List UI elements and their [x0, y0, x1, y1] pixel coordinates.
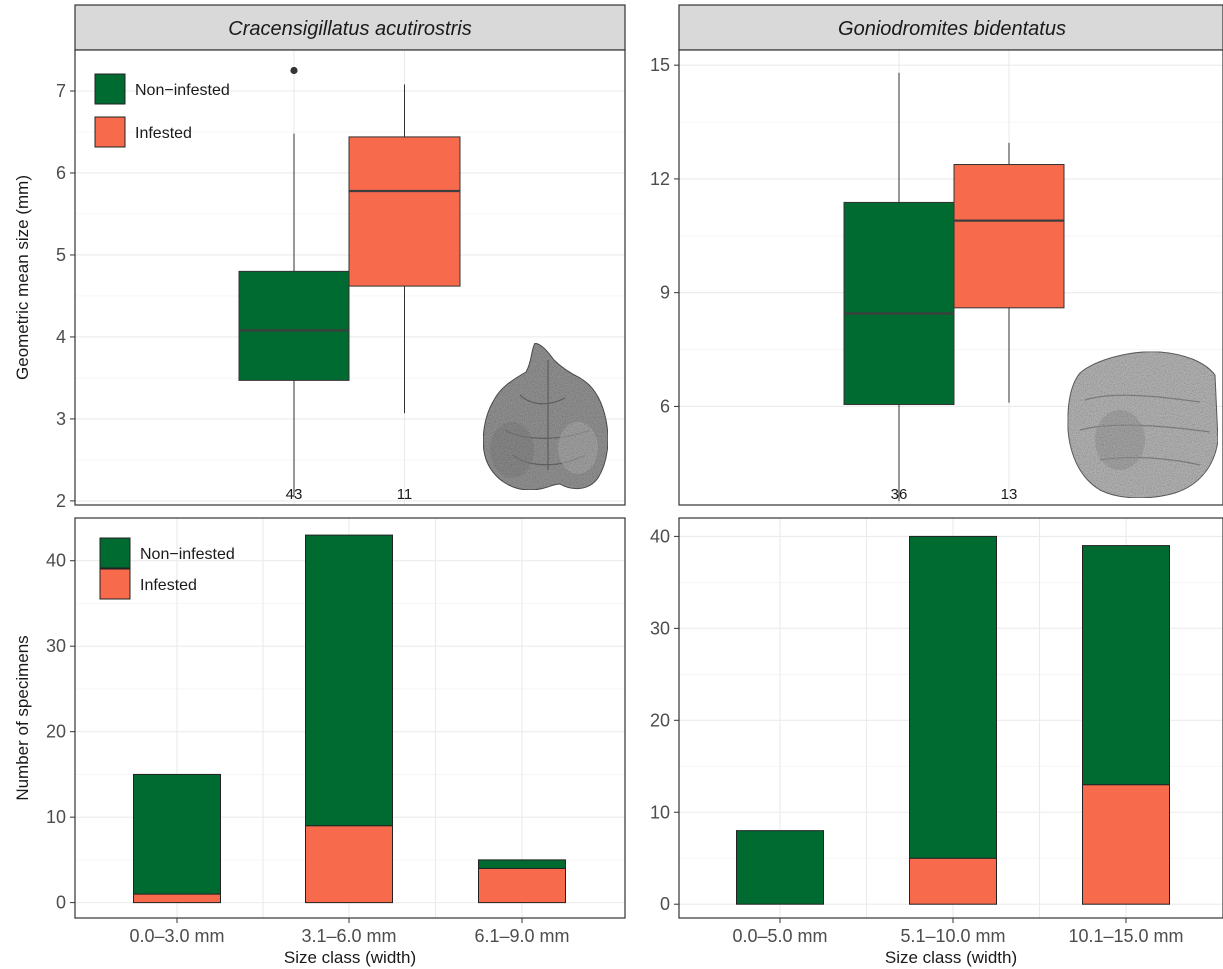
legend-label-infested: Infested	[135, 125, 192, 142]
box-0: 36	[843, 72, 955, 503]
box-1: 13	[953, 142, 1065, 503]
plots: 2 3 4 5 6 7 43 11 Non−infested Infested Geometric …	[13, 49, 1223, 967]
x-axis-title: Size class (width)	[284, 948, 416, 967]
legend: Non−infested Infested	[99, 537, 235, 600]
legend: Non−infested Infested	[94, 73, 230, 148]
panel-2: 0 10 20 30 40 0.0–3.0 mm 3.1–6.0 mm 6.1–9.0 mm N…	[13, 517, 626, 967]
x-tick-label: 6.1–9.0 mm	[474, 926, 569, 946]
legend-key-non_infested	[94, 73, 126, 105]
bar-stack-1	[909, 535, 997, 905]
bar-segment-non_infested	[133, 773, 221, 895]
panel-border	[678, 517, 1223, 919]
x-tick-label: 0.0–5.0 mm	[732, 926, 827, 946]
panel-title-left: Cracensigillatus acutirostris	[228, 18, 471, 40]
y-tick-label: 20	[46, 722, 66, 742]
box-iqr	[953, 164, 1065, 309]
bar-segment-non_infested	[909, 535, 997, 859]
y-tick-label: 10	[46, 807, 66, 827]
bar-stack-2	[478, 859, 566, 904]
y-axis-title: Number of specimens	[13, 635, 32, 800]
y-axis-title: Geometric mean size (mm)	[13, 175, 32, 380]
x-axis-title: Size class (width)	[885, 948, 1017, 967]
outlier-point	[290, 66, 298, 75]
x-tick-label: 3.1–6.0 mm	[301, 926, 396, 946]
carapace-illustration-left	[482, 342, 609, 491]
y-tick-label: 12	[650, 169, 670, 189]
panel-title-right: Goniodromites bidentatus	[838, 18, 1066, 40]
bar-stack-2	[1082, 545, 1170, 905]
y-tick-label: 3	[56, 409, 66, 429]
box-0: 43	[238, 66, 350, 503]
carapace-illustration-right	[1067, 351, 1219, 499]
y-tick-label: 0	[660, 894, 670, 914]
y-tick-label: 20	[650, 710, 670, 730]
panel-border	[74, 49, 626, 506]
bar-segment-infested	[1082, 784, 1170, 905]
y-tick-label: 5	[56, 245, 66, 265]
strip-top-left	[74, 4, 626, 51]
y-tick-label: 40	[650, 526, 670, 546]
panel-frames: Cracensigillatus acutirostris Goniodromi…	[74, 4, 1223, 51]
panel-border	[74, 517, 626, 919]
bar-segment-non_infested	[1082, 545, 1170, 786]
legend-label-non_infested: Non−infested	[135, 82, 230, 99]
panel-3: 0 10 20 30 40 0.0–5.0 mm 5.1–10.0 mm 10.1–15.0 …	[650, 517, 1223, 967]
bar-stack-0	[736, 830, 824, 905]
strip-top-right	[678, 4, 1223, 51]
bar-segment-infested	[133, 893, 221, 904]
legend-key-non_infested	[99, 537, 131, 569]
y-tick-label: 15	[650, 55, 670, 75]
legend-key-infested	[94, 116, 126, 148]
y-tick-label: 6	[660, 396, 670, 416]
legend-key-infested	[99, 568, 131, 600]
bar-segment-non_infested	[736, 830, 824, 905]
y-tick-label: 2	[56, 491, 66, 511]
bar-segment-infested	[305, 825, 393, 904]
y-tick-label: 10	[650, 802, 670, 822]
y-tick-label: 30	[650, 618, 670, 638]
legend-label-non_infested: Non−infested	[140, 546, 235, 563]
sample-count: 36	[891, 486, 908, 503]
x-tick-label: 0.0–3.0 mm	[129, 926, 224, 946]
sample-count: 43	[286, 486, 303, 503]
bar-segment-non_infested	[478, 859, 566, 869]
box-iqr	[843, 201, 955, 406]
sample-count: 13	[1001, 486, 1018, 503]
box-iqr	[348, 136, 461, 287]
x-tick-label: 10.1–15.0 mm	[1068, 926, 1183, 946]
y-tick-label: 7	[56, 81, 66, 101]
y-tick-label: 0	[56, 893, 66, 913]
panel-border	[678, 49, 1223, 506]
legend-label-infested: Infested	[140, 577, 197, 594]
bar-stack-0	[133, 773, 221, 904]
box-iqr	[238, 270, 350, 381]
y-tick-label: 6	[56, 163, 66, 183]
y-tick-label: 9	[660, 283, 670, 303]
y-tick-label: 40	[46, 551, 66, 571]
bar-segment-infested	[478, 867, 566, 904]
bar-stack-1	[305, 534, 393, 904]
sample-count: 11	[397, 486, 413, 503]
y-tick-label: 30	[46, 636, 66, 656]
box-1: 11	[348, 84, 461, 503]
x-tick-label: 5.1–10.0 mm	[900, 926, 1005, 946]
bar-segment-infested	[909, 857, 997, 905]
y-tick-label: 4	[56, 327, 66, 347]
bar-segment-non_infested	[305, 534, 393, 827]
